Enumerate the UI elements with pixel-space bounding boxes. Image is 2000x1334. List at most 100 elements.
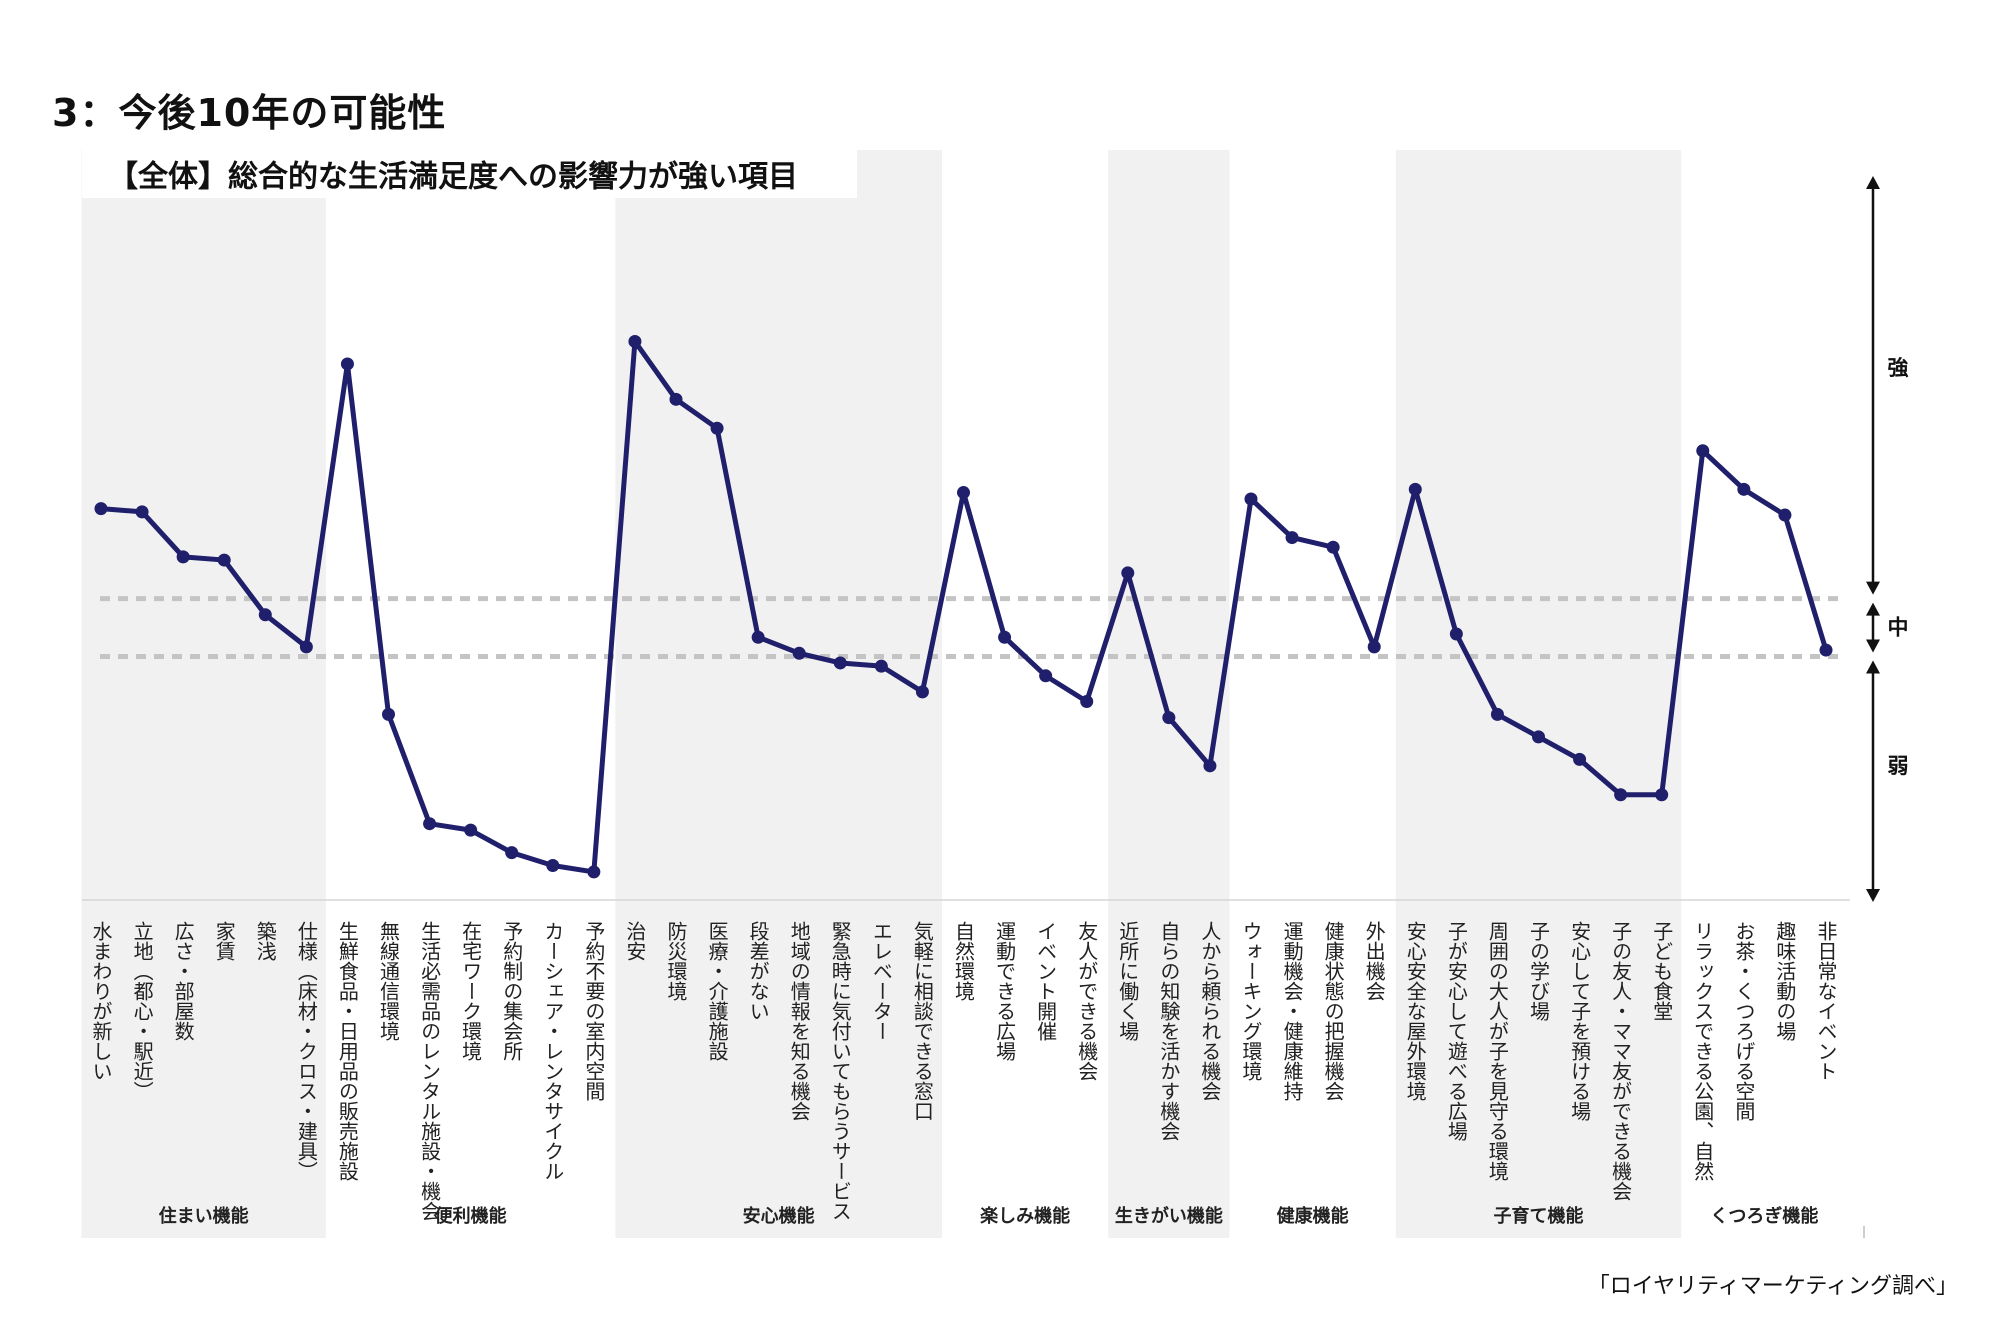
arrow-down-icon: [1866, 639, 1880, 653]
x-tick-label: 生活必需品のレンタル施設・機会: [418, 921, 442, 1221]
data-point: [94, 502, 108, 516]
x-tick-label: エレベーター: [869, 921, 893, 1041]
data-point: [1573, 752, 1587, 766]
x-tick-label: お茶・くつろげる空間: [1732, 921, 1756, 1121]
x-tick-label: 子の友人・ママ友ができる機会: [1609, 921, 1633, 1201]
data-point: [1490, 707, 1504, 721]
data-point: [628, 334, 642, 348]
data-point: [1285, 531, 1299, 545]
data-point: [135, 505, 149, 519]
x-tick-label: 子の学び場: [1527, 921, 1551, 1021]
x-tick-label: 仕様（床材・クロス・建具）: [294, 921, 318, 1181]
group-band-4: [1108, 150, 1230, 1238]
data-point: [1039, 669, 1053, 683]
group-label: 便利機能: [435, 1205, 507, 1227]
data-point: [217, 553, 231, 567]
x-tick-label: 地域の情報を知る機会: [787, 921, 811, 1121]
chart-subtitle-box: 【全体】総合的な生活満足度への影響力が強い項目: [82, 150, 857, 198]
x-tick-label: 人から頼られる機会: [1198, 921, 1222, 1101]
source-note: 「ロイヤリティマーケティング調べ」: [1587, 1274, 1958, 1299]
data-point: [546, 858, 560, 872]
x-tick-label: 気軽に相談できる窓口: [910, 921, 934, 1121]
data-point: [874, 659, 888, 673]
group-label: 生きがい機能: [1115, 1205, 1223, 1227]
group-label: 健康機能: [1277, 1205, 1349, 1227]
x-tick-label: 健康状態の把握機会: [1321, 921, 1345, 1101]
data-point: [792, 646, 806, 660]
scale-label-strong: 強: [1888, 356, 1909, 380]
data-point: [1532, 730, 1545, 744]
group-label: 子育て機能: [1494, 1205, 1584, 1227]
data-point: [587, 865, 601, 879]
group-label: 住まい機能: [159, 1205, 249, 1227]
data-point: [1162, 711, 1176, 725]
data-point: [833, 656, 847, 670]
data-point: [1696, 444, 1710, 458]
data-point: [1614, 788, 1628, 802]
x-tick-label: 緊急時に気付いてもらうサービス: [828, 921, 852, 1221]
data-point: [1244, 492, 1258, 506]
data-point: [340, 357, 354, 371]
subtitle-background: [82, 150, 857, 198]
group-label: くつろぎ機能: [1710, 1205, 1818, 1227]
data-point: [1819, 643, 1833, 657]
data-point: [1737, 482, 1751, 496]
group-label: 楽しみ機能: [980, 1205, 1070, 1227]
data-point: [299, 640, 313, 654]
x-tick-label: 在宅ワーク環境: [459, 921, 483, 1061]
x-tick-label: 周囲の大人が子を見守る環境: [1485, 921, 1509, 1181]
x-tick-label: 段差がない: [746, 921, 770, 1021]
data-point: [1449, 627, 1463, 641]
arrow-down-icon: [1866, 889, 1880, 902]
group-band-2: [615, 150, 942, 1238]
x-tick-label: 家賃: [212, 921, 236, 961]
data-point: [1408, 482, 1422, 496]
scale-label-weak: 弱: [1888, 754, 1909, 778]
series: [94, 334, 1833, 879]
x-tick-label: 予約不要の室内空間: [582, 921, 606, 1101]
x-tick-label: 自らの知験を活かす機会: [1157, 921, 1181, 1141]
x-tick-label: 自然環境: [952, 921, 976, 1001]
data-point: [1655, 788, 1669, 802]
strength-scale: 強中弱: [1863, 176, 1909, 1238]
arrow-up-icon: [1866, 660, 1880, 674]
scale-label-mid: 中: [1888, 616, 1909, 640]
x-tick-label: 生鮮食品・日用品の販売施設: [335, 921, 359, 1181]
data-point: [1778, 508, 1792, 522]
x-axis-labels: 水まわりが新しい 立地（都心・駅近） 広さ・部屋数 家賃 築浅 仕様（床材・クロス・建具）…: [89, 921, 1838, 1221]
chart-subtitle: 【全体】総合的な生活満足度への影響力が強い項目: [108, 160, 798, 195]
x-tick-label: カーシェア・レンタサイクル: [541, 921, 565, 1181]
data-point: [1121, 566, 1135, 580]
data-point: [1326, 540, 1340, 554]
data-point: [915, 685, 929, 699]
data-point: [1367, 640, 1381, 654]
group-label: 安心機能: [743, 1205, 815, 1227]
data-point: [957, 486, 970, 500]
data-point: [998, 630, 1012, 644]
x-tick-label: 子ども食堂: [1650, 921, 1674, 1021]
data-point: [382, 707, 395, 721]
x-tick-label: 非日常なイベント: [1814, 921, 1838, 1081]
x-tick-label: 防災環境: [664, 921, 688, 1001]
x-tick-label: 治安: [623, 921, 647, 961]
x-tick-label: 子が安心して遊べる広場: [1444, 921, 1468, 1141]
x-tick-label: ウォーキング環境: [1239, 921, 1263, 1081]
data-point: [710, 421, 724, 435]
x-tick-label: 水まわりが新しい: [89, 921, 113, 1081]
data-point: [464, 823, 478, 837]
x-tick-label: 趣味活動の場: [1773, 921, 1797, 1041]
data-point: [505, 846, 519, 860]
x-tick-label: リラックスできる公園、自然: [1691, 921, 1715, 1181]
x-tick-label: イベント開催: [1034, 921, 1058, 1041]
group-band-6: [1395, 150, 1682, 1238]
data-point: [1080, 695, 1094, 709]
x-tick-label: 立地（都心・駅近）: [130, 921, 154, 1101]
x-tick-label: 予約制の集会所: [500, 921, 524, 1061]
group-labels: 住まい機能 便利機能 安心機能 楽しみ機能 生きがい機能 健康機能 子育て機能 くつろぎ機能: [159, 1205, 1819, 1227]
arrow-up-icon: [1866, 602, 1880, 616]
x-tick-label: 運動機会・健康維持: [1280, 921, 1304, 1101]
data-point: [176, 550, 190, 564]
x-tick-label: 安心して子を預ける場: [1568, 921, 1592, 1121]
group-bands: [81, 150, 1682, 1238]
